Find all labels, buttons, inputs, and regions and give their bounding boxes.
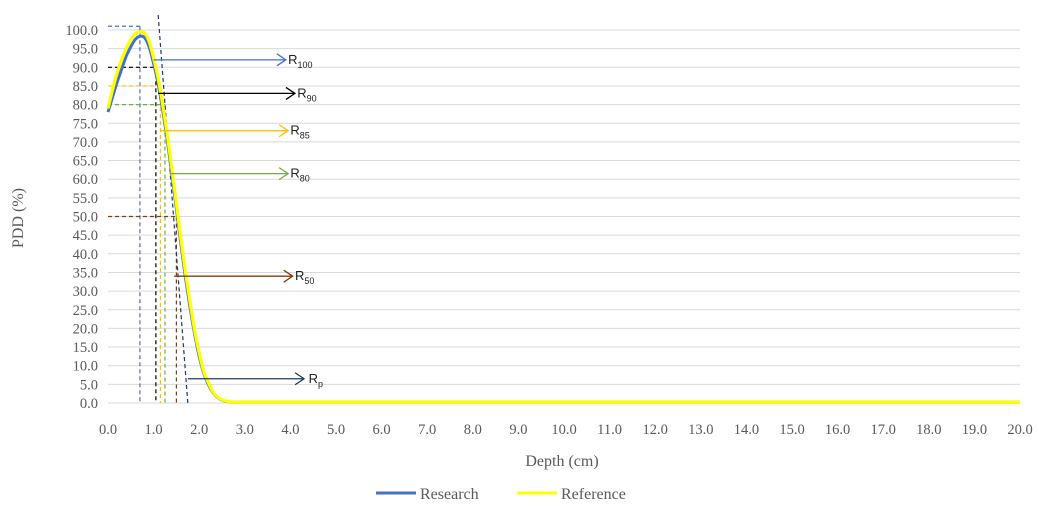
x-tick-label: 2.0 [190,422,208,438]
annotation-arrows: R100 R90 R85 R80 R50 Rp [153,52,323,389]
x-tick-label: 5.0 [327,422,345,438]
guide-tangent-Rp [157,15,189,404]
y-tick-label: 45.0 [73,228,98,244]
arrowhead-R50 [283,269,294,283]
y-tick-label: 20.0 [73,321,98,337]
y-tick-label: 30.0 [73,284,98,300]
x-tick-label: 13.0 [688,422,713,438]
x-tick-label: 9.0 [509,422,527,438]
arrowhead-Rp [294,372,306,386]
y-tick-label: 60.0 [73,172,98,188]
x-tick-label: 11.0 [597,422,622,438]
arrowhead-R100 [276,53,288,67]
annotation-label-R90: R90 [297,85,316,103]
annotation-label-R80: R80 [290,166,309,184]
x-tick-label: 20.0 [1007,422,1032,438]
annotation-label-R100: R100 [288,52,312,70]
annotation-label-R50: R50 [295,268,314,286]
y-axis-title: PDD (%) [10,188,27,248]
y-tick-label: 80.0 [73,98,98,114]
y-tick-label: 70.0 [73,135,98,151]
x-tick-label: 4.0 [281,422,299,438]
y-tick-labels: 0.0 5.0 10.0 15.0 20.0 25.0 30.0 35.0 40.0 45.0 50… [65,23,98,412]
gridlines [108,29,1020,404]
arrowhead-R90 [285,86,297,100]
arrowhead-R80 [278,167,290,181]
x-tick-label: 8.0 [464,422,482,438]
y-tick-label: 50.0 [73,210,98,226]
x-tick-label: 12.0 [643,422,668,438]
y-tick-label: 25.0 [73,303,98,319]
arrowhead-R85 [278,124,290,138]
x-tick-label: 10.0 [551,422,576,438]
x-tick-labels: 0.0 1.0 2.0 3.0 4.0 5.0 6.0 7.0 8.0 9.0 10.0 11.0 12… [99,422,1033,438]
y-tick-label: 5.0 [80,377,98,393]
x-tick-label: 0.0 [99,422,117,438]
legend: Research Reference [376,486,626,503]
y-tick-label: 65.0 [73,154,98,170]
x-tick-label: 14.0 [734,422,759,438]
x-tick-label: 15.0 [779,422,804,438]
y-tick-label: 35.0 [73,265,98,281]
legend-label-reference: Reference [561,486,626,503]
y-tick-label: 0.0 [80,396,98,412]
y-tick-label: 75.0 [73,116,98,132]
y-tick-label: 15.0 [73,340,98,356]
x-tick-label: 7.0 [418,422,436,438]
data-series [106,30,1020,404]
x-axis-title: Depth (cm) [525,453,598,470]
annotation-label-Rp: Rp [309,371,323,389]
series-line-reference [106,30,1020,404]
x-tick-label: 19.0 [962,422,987,438]
legend-label-research: Research [420,486,479,503]
x-tick-label: 17.0 [871,422,896,438]
y-tick-label: 40.0 [73,247,98,263]
x-tick-label: 1.0 [145,422,163,438]
y-tick-label: 100.0 [65,23,98,39]
x-tick-label: 18.0 [916,422,941,438]
y-tick-label: 10.0 [73,359,98,375]
y-tick-label: 85.0 [73,79,98,95]
x-tick-label: 16.0 [825,422,850,438]
annotation-label-R85: R85 [290,123,309,141]
x-tick-label: 6.0 [373,422,391,438]
x-tick-label: 3.0 [236,422,254,438]
y-tick-label: 95.0 [73,42,98,58]
y-tick-label: 55.0 [73,191,98,207]
y-tick-label: 90.0 [73,60,98,76]
reference-guides [108,15,189,404]
